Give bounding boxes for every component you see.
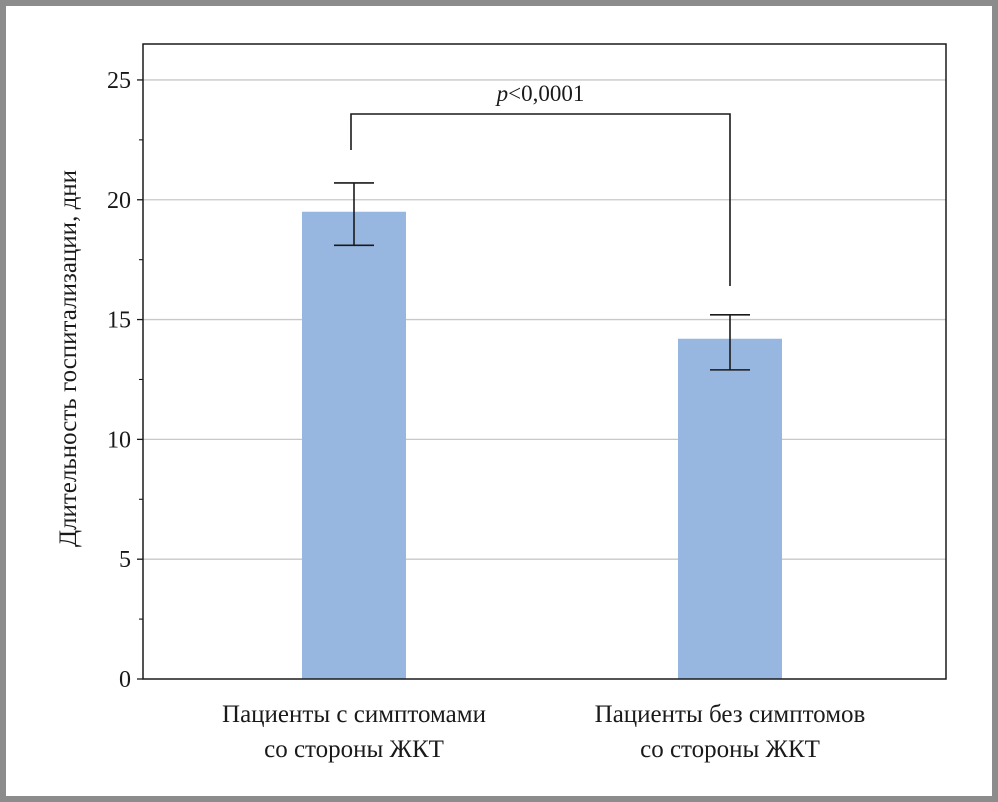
y-tick-label: 20: [107, 188, 131, 214]
p-value-symbol: p: [495, 81, 509, 106]
plot-area-border: [142, 43, 947, 680]
y-tick-label: 25: [107, 68, 131, 94]
y-axis-ticks: 0 5 10 15 20 25: [107, 68, 143, 693]
p-value-text: <0,0001: [508, 81, 584, 106]
bar: [678, 338, 782, 679]
category-label: Пациенты с симптомами со стороны ЖКТ: [222, 701, 486, 763]
grid-lines: [143, 79, 946, 560]
bracket-line: [350, 113, 731, 286]
error-bars: [334, 182, 750, 371]
significance-bracket: p<0,0001: [350, 81, 731, 286]
category-label: Пациенты без симптомов со стороны ЖКТ: [595, 701, 866, 763]
category-labels: Пациенты с симптомами со стороны ЖКТПацие…: [222, 701, 865, 763]
category-label-line: со стороны ЖКТ: [640, 736, 820, 763]
y-tick-label: 5: [119, 547, 131, 573]
bars: [302, 211, 782, 680]
category-label-line: Пациенты с симптомами: [222, 701, 486, 728]
y-tick-label: 0: [119, 667, 131, 693]
bar: [302, 211, 406, 680]
y-axis-label: Длительность госпитализации, дни: [55, 170, 82, 547]
y-tick-label: 15: [107, 308, 131, 334]
y-tick-label: 10: [107, 427, 131, 453]
category-label-line: Пациенты без симптомов: [595, 701, 866, 728]
category-label-line: со стороны ЖКТ: [264, 736, 444, 763]
p-value-label: p<0,0001: [495, 81, 585, 106]
